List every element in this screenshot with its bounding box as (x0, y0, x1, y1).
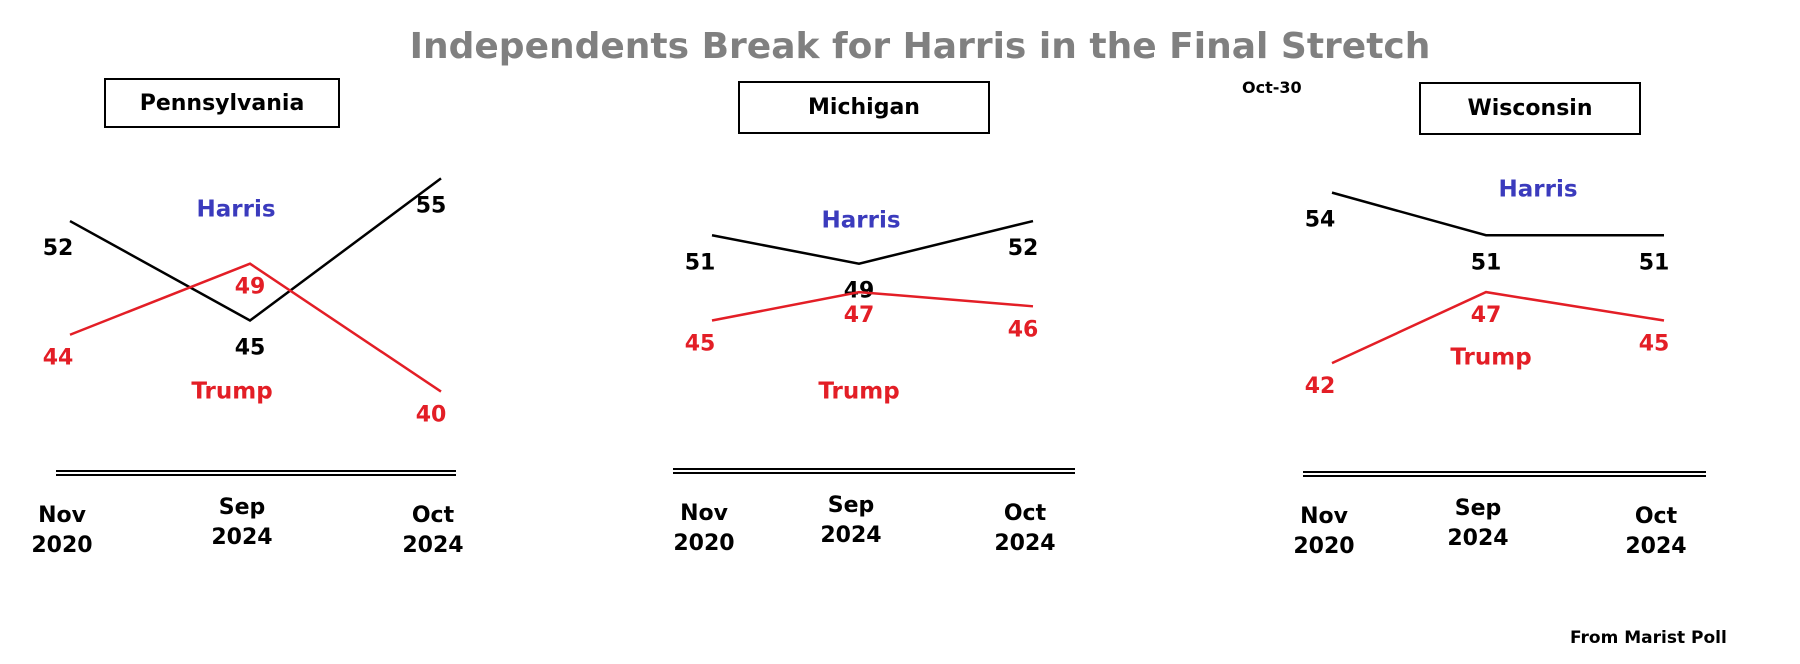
series-line (69, 262, 442, 393)
legend-label: Trump (191, 379, 272, 405)
value-label: 51 (685, 250, 716, 275)
value-label: 49 (235, 275, 266, 300)
value-label: 52 (1008, 236, 1039, 261)
panel-title: Pennsylvania (104, 78, 340, 128)
series-line (1331, 191, 1664, 237)
value-label: 40 (416, 403, 447, 428)
x-tick-label: Sep 2024 (1447, 496, 1509, 551)
panel-title: Wisconsin (1419, 82, 1641, 135)
value-label: 44 (43, 346, 74, 371)
x-tick-label: Sep 2024 (211, 495, 273, 550)
value-label: 45 (1639, 332, 1670, 357)
panel-title: Michigan (738, 81, 990, 134)
series-line (1331, 290, 1665, 365)
series-line (711, 290, 1034, 322)
value-label: 51 (1471, 250, 1502, 275)
value-label: 47 (844, 303, 875, 328)
legend-label: Trump (1450, 345, 1531, 371)
legend-label: Harris (821, 208, 900, 234)
value-label: 45 (685, 332, 716, 357)
x-tick-label: Oct 2024 (1625, 504, 1687, 559)
value-label: 52 (43, 236, 74, 261)
legend-label: Harris (196, 197, 275, 223)
value-label: 46 (1008, 317, 1039, 342)
legend-label: Trump (818, 379, 899, 405)
series-line (69, 177, 442, 323)
x-tick-label: Oct 2024 (994, 501, 1056, 556)
value-label: 55 (416, 193, 447, 218)
value-label: 45 (235, 336, 266, 361)
x-tick-label: Nov 2020 (1293, 504, 1355, 559)
source-note: From Marist Poll (1570, 628, 1727, 648)
x-tick-label: Nov 2020 (673, 501, 735, 556)
value-label: 42 (1305, 374, 1336, 399)
value-label: 54 (1305, 208, 1336, 233)
x-tick-label: Nov 2020 (31, 503, 93, 558)
value-label: 51 (1639, 250, 1670, 275)
value-label: 47 (1471, 303, 1502, 328)
series-line (711, 219, 1034, 265)
x-tick-label: Sep 2024 (820, 493, 882, 548)
legend-label: Harris (1498, 177, 1577, 203)
x-tick-label: Oct 2024 (402, 503, 464, 558)
date-note: Oct-30 (1242, 78, 1302, 97)
main-title: Independents Break for Harris in the Fin… (409, 26, 1431, 67)
